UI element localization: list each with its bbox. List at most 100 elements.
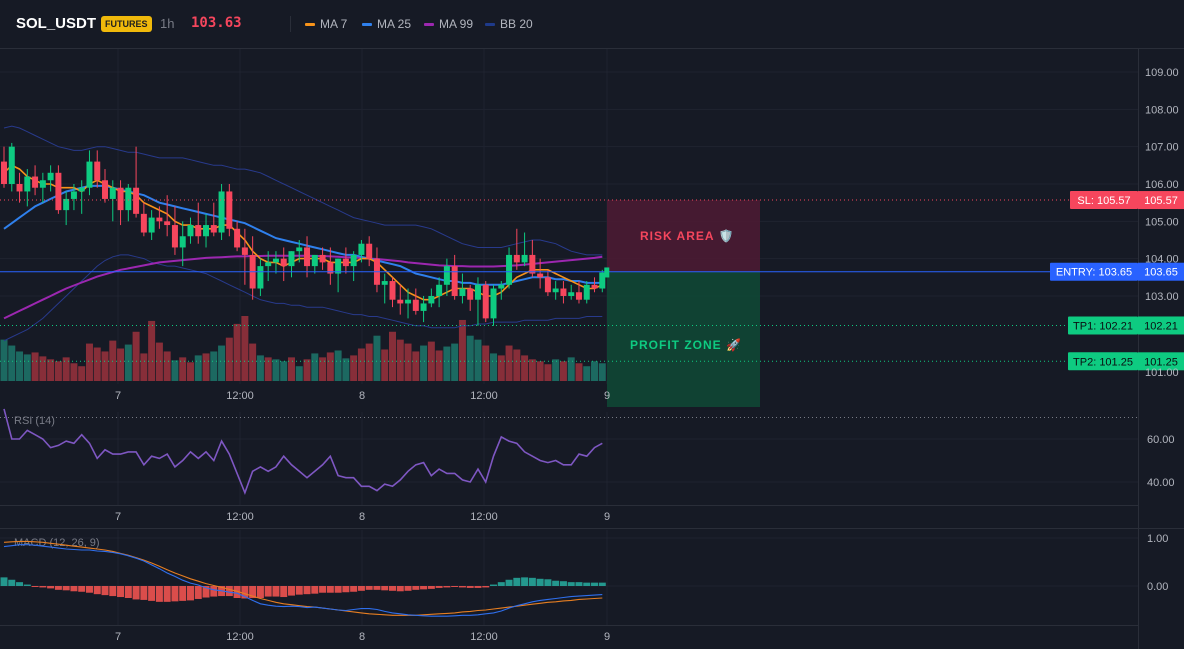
time-tick-label: 12:00	[470, 631, 498, 643]
volume-bar	[598, 363, 606, 381]
candle-body	[583, 284, 590, 300]
volume-bar	[528, 359, 536, 381]
macd-histogram-bar	[490, 584, 498, 586]
volume-bar	[186, 362, 194, 381]
volume-bar	[389, 331, 396, 381]
tp1-scale-box	[1138, 316, 1184, 335]
volume-bar	[8, 345, 16, 381]
volume-bar	[241, 316, 249, 381]
macd-histogram-bar	[117, 586, 125, 598]
volume-bar	[140, 353, 148, 381]
legend-swatch-icon	[485, 23, 495, 27]
candle-body	[296, 247, 303, 252]
macd-histogram-bar	[124, 586, 132, 598]
time-tick-label: 12:00	[470, 390, 498, 402]
macd-pane: MACD (12, 26, 9)	[0, 537, 606, 617]
macd-histogram-bar	[536, 578, 544, 586]
volume-bar	[319, 357, 327, 381]
candle-body	[599, 272, 606, 289]
candle-body	[397, 299, 404, 304]
candle-body	[366, 243, 373, 259]
candle-body	[55, 172, 62, 211]
legend-ma7[interactable]: MA 7	[305, 17, 347, 31]
candle-body	[8, 146, 15, 184]
legend-ma25[interactable]: MA 25	[362, 17, 411, 31]
candle-body	[513, 254, 520, 263]
candle-body	[70, 191, 77, 199]
macd-histogram-bar	[598, 582, 606, 586]
price-tick-label: 109.00	[1145, 67, 1179, 79]
volume-bar	[85, 343, 93, 381]
price-tick-label: 108.00	[1145, 104, 1179, 116]
time-tick-label: 12:00	[226, 390, 254, 402]
candles	[1, 142, 606, 326]
candle-body	[32, 176, 39, 188]
timeframe-label[interactable]: 1h	[160, 16, 175, 31]
volume-bar	[171, 360, 179, 381]
candle-body	[288, 251, 295, 267]
volume-bar	[583, 366, 591, 381]
volume-bar	[78, 366, 86, 381]
candle-body	[78, 187, 85, 192]
candle-body	[506, 254, 513, 285]
macd-histogram-bar	[93, 586, 101, 595]
volume-bar	[334, 350, 342, 381]
volume-bar	[39, 356, 47, 381]
legend-bb20[interactable]: BB 20	[485, 17, 533, 31]
macd-histogram-bar	[319, 586, 327, 593]
macd-histogram-bar	[210, 586, 218, 597]
candle-body	[47, 172, 54, 181]
volume-bar	[412, 351, 420, 381]
volume-bar	[458, 319, 466, 381]
time-tick-label: 12:00	[470, 511, 498, 523]
legend-ma99[interactable]: MA 99	[424, 17, 473, 31]
macd-histogram-bar	[85, 586, 93, 593]
candle-body	[164, 221, 171, 226]
symbol-name[interactable]: SOL_USDT	[16, 15, 97, 32]
macd-histogram-bar	[62, 586, 70, 591]
volume-bar	[179, 357, 187, 381]
entry-label-box	[1050, 262, 1138, 281]
candle-body	[327, 262, 334, 274]
macd-histogram-bar	[272, 586, 280, 597]
candle-body	[148, 217, 155, 233]
macd-histogram-bar	[163, 586, 171, 602]
macd-histogram-bar	[513, 577, 521, 586]
macd-histogram-bar	[381, 586, 389, 591]
macd-histogram-bar	[70, 586, 78, 592]
candle-body	[117, 187, 124, 211]
candle-body	[474, 284, 481, 300]
volume-bar	[31, 352, 39, 381]
macd-histogram-bar	[474, 586, 482, 588]
legend-swatch-icon	[305, 23, 315, 27]
volume-bar	[435, 350, 443, 381]
chart-header: SOL_USDT FUTURES 1h 103.63 MA 7 MA 25 MA…	[0, 0, 1184, 48]
volume-bar	[575, 363, 583, 381]
time-tick-label: 7	[115, 390, 121, 402]
sl-label-box	[1070, 191, 1138, 210]
candle-body	[39, 180, 46, 188]
volume-bar	[163, 351, 171, 381]
macd-histogram-bar	[148, 586, 156, 601]
candle-body	[272, 258, 279, 263]
volume-bar	[249, 343, 257, 381]
volume-bar	[381, 349, 389, 381]
volume-bar	[552, 359, 560, 381]
risk-zone-label: RISK AREA 🛡️	[640, 229, 734, 243]
volume-bar	[559, 361, 567, 381]
macd-histogram-bar	[8, 579, 16, 586]
macd-histogram-bar	[544, 579, 552, 586]
volume-bar	[93, 347, 101, 381]
macd-tick-label: 0.00	[1147, 581, 1168, 593]
candle-body	[125, 187, 132, 211]
macd-histogram-bar	[287, 586, 295, 596]
candle-body	[311, 254, 318, 267]
bollinger-bands	[3, 125, 603, 342]
candle-body	[342, 258, 349, 267]
price-tick-label: 107.00	[1145, 142, 1179, 154]
macd-histogram-bar	[458, 586, 466, 588]
candle-body	[482, 284, 489, 319]
entry-scale-box	[1138, 262, 1184, 281]
volume-bar	[373, 335, 381, 381]
